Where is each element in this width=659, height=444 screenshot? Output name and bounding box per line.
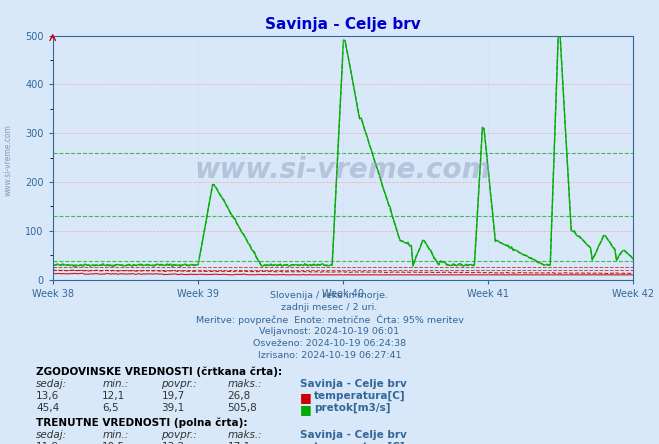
Text: www.si-vreme.com: www.si-vreme.com bbox=[194, 156, 491, 184]
Text: 19,7: 19,7 bbox=[161, 391, 185, 401]
Text: temperatura[C]: temperatura[C] bbox=[314, 391, 406, 401]
Text: TRENUTNE VREDNOSTI (polna črta):: TRENUTNE VREDNOSTI (polna črta): bbox=[36, 417, 248, 428]
Text: 11,9: 11,9 bbox=[36, 442, 59, 444]
Text: Slovenija / reke in morje.: Slovenija / reke in morje. bbox=[270, 291, 389, 300]
Title: Savinja - Celje brv: Savinja - Celje brv bbox=[265, 16, 420, 32]
Text: min.:: min.: bbox=[102, 430, 129, 440]
Text: 39,1: 39,1 bbox=[161, 403, 185, 413]
Text: povpr.:: povpr.: bbox=[161, 379, 197, 389]
Text: www.si-vreme.com: www.si-vreme.com bbox=[3, 124, 13, 196]
Text: temperatura[C]: temperatura[C] bbox=[314, 442, 406, 444]
Text: Savinja - Celje brv: Savinja - Celje brv bbox=[300, 379, 407, 389]
Text: sedaj:: sedaj: bbox=[36, 430, 67, 440]
Text: maks.:: maks.: bbox=[227, 379, 262, 389]
Text: 26,8: 26,8 bbox=[227, 391, 250, 401]
Text: pretok[m3/s]: pretok[m3/s] bbox=[314, 403, 391, 413]
Text: ■: ■ bbox=[300, 403, 312, 416]
Text: Meritve: povprečne  Enote: metrične  Črta: 95% meritev: Meritve: povprečne Enote: metrične Črta:… bbox=[196, 315, 463, 325]
Text: Savinja - Celje brv: Savinja - Celje brv bbox=[300, 430, 407, 440]
Text: Veljavnost: 2024-10-19 06:01: Veljavnost: 2024-10-19 06:01 bbox=[260, 327, 399, 336]
Text: ■: ■ bbox=[300, 391, 312, 404]
Text: 13,2: 13,2 bbox=[161, 442, 185, 444]
Text: Osveženo: 2024-10-19 06:24:38: Osveženo: 2024-10-19 06:24:38 bbox=[253, 339, 406, 348]
Text: ■: ■ bbox=[300, 442, 312, 444]
Text: 6,5: 6,5 bbox=[102, 403, 119, 413]
Text: ZGODOVINSKE VREDNOSTI (črtkana črta):: ZGODOVINSKE VREDNOSTI (črtkana črta): bbox=[36, 366, 282, 377]
Text: 13,6: 13,6 bbox=[36, 391, 59, 401]
Text: maks.:: maks.: bbox=[227, 430, 262, 440]
Text: 17,1: 17,1 bbox=[227, 442, 250, 444]
Text: zadnji mesec / 2 uri.: zadnji mesec / 2 uri. bbox=[281, 303, 378, 312]
Text: 45,4: 45,4 bbox=[36, 403, 59, 413]
Text: Izrisano: 2024-10-19 06:27:41: Izrisano: 2024-10-19 06:27:41 bbox=[258, 351, 401, 360]
Text: 12,1: 12,1 bbox=[102, 391, 125, 401]
Text: povpr.:: povpr.: bbox=[161, 430, 197, 440]
Text: min.:: min.: bbox=[102, 379, 129, 389]
Text: sedaj:: sedaj: bbox=[36, 379, 67, 389]
Text: 10,5: 10,5 bbox=[102, 442, 125, 444]
Text: 505,8: 505,8 bbox=[227, 403, 257, 413]
